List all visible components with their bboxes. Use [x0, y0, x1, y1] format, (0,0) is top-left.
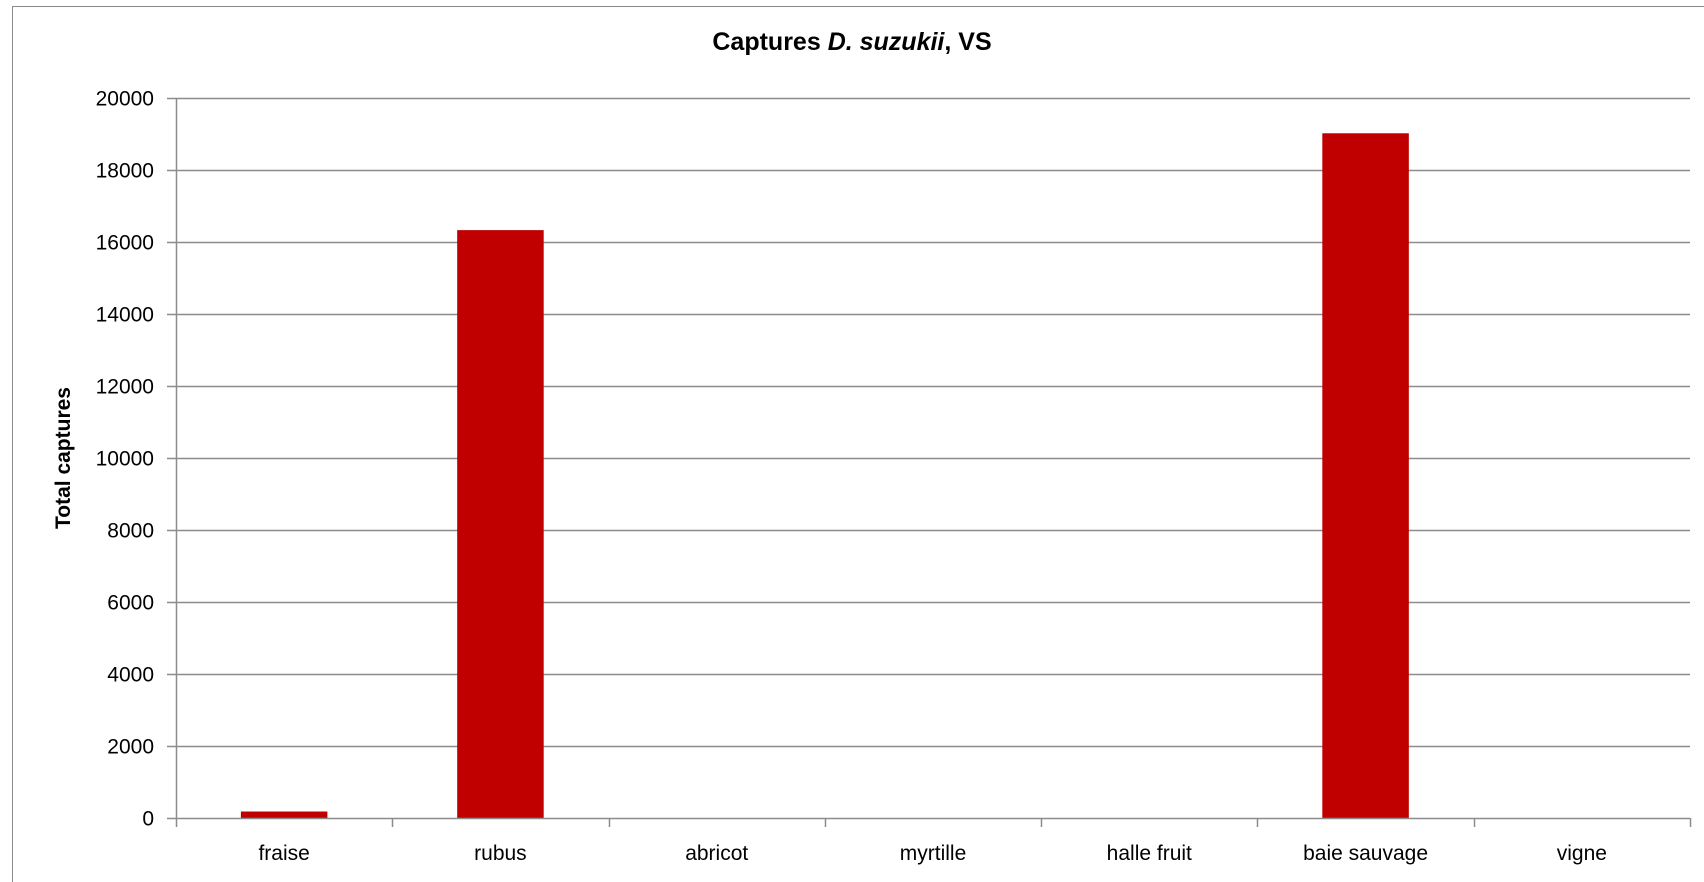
y-axis-label: Total captures	[52, 387, 75, 529]
bars	[240, 133, 1409, 818]
y-tick-label: 18000	[96, 160, 154, 183]
chart-title-species: D. suzukii	[827, 28, 945, 56]
x-tick-label: vigne	[1557, 842, 1607, 865]
chart-title: Captures D. suzukii, VS	[0, 28, 1704, 57]
y-tick-label: 10000	[96, 448, 154, 471]
y-tick-label: 16000	[96, 232, 154, 255]
y-tick-label: 6000	[107, 592, 154, 615]
x-tick-label: rubus	[474, 842, 527, 865]
y-tick-label: 8000	[107, 520, 154, 543]
bar-rubus	[457, 230, 544, 818]
y-tick-label: 14000	[96, 304, 154, 327]
x-tick-label: abricot	[685, 842, 748, 865]
bar-fraise	[240, 811, 328, 818]
chart-title-suffix: , VS	[944, 28, 992, 56]
chart-frame	[12, 6, 1704, 882]
y-tick-label: 2000	[107, 736, 154, 759]
tick-labels: 0 2000 4000 6000 8000 10000 12000 14000 16000 180…	[96, 88, 1607, 866]
x-tick-label: baie sauvage	[1303, 842, 1428, 865]
y-tick-label: 20000	[96, 88, 154, 111]
gridlines	[176, 97, 1690, 748]
bar-baie-sauvage	[1322, 133, 1409, 818]
x-tick-label: fraise	[258, 842, 309, 865]
x-tick-label: myrtille	[900, 842, 967, 865]
y-tick-label: 12000	[96, 376, 154, 399]
y-tick-label: 0	[142, 808, 154, 831]
y-tick-label: 4000	[107, 664, 154, 687]
x-tick-label: halle fruit	[1107, 842, 1192, 865]
chart-title-prefix: Captures	[712, 28, 828, 56]
axes	[167, 97, 1692, 827]
